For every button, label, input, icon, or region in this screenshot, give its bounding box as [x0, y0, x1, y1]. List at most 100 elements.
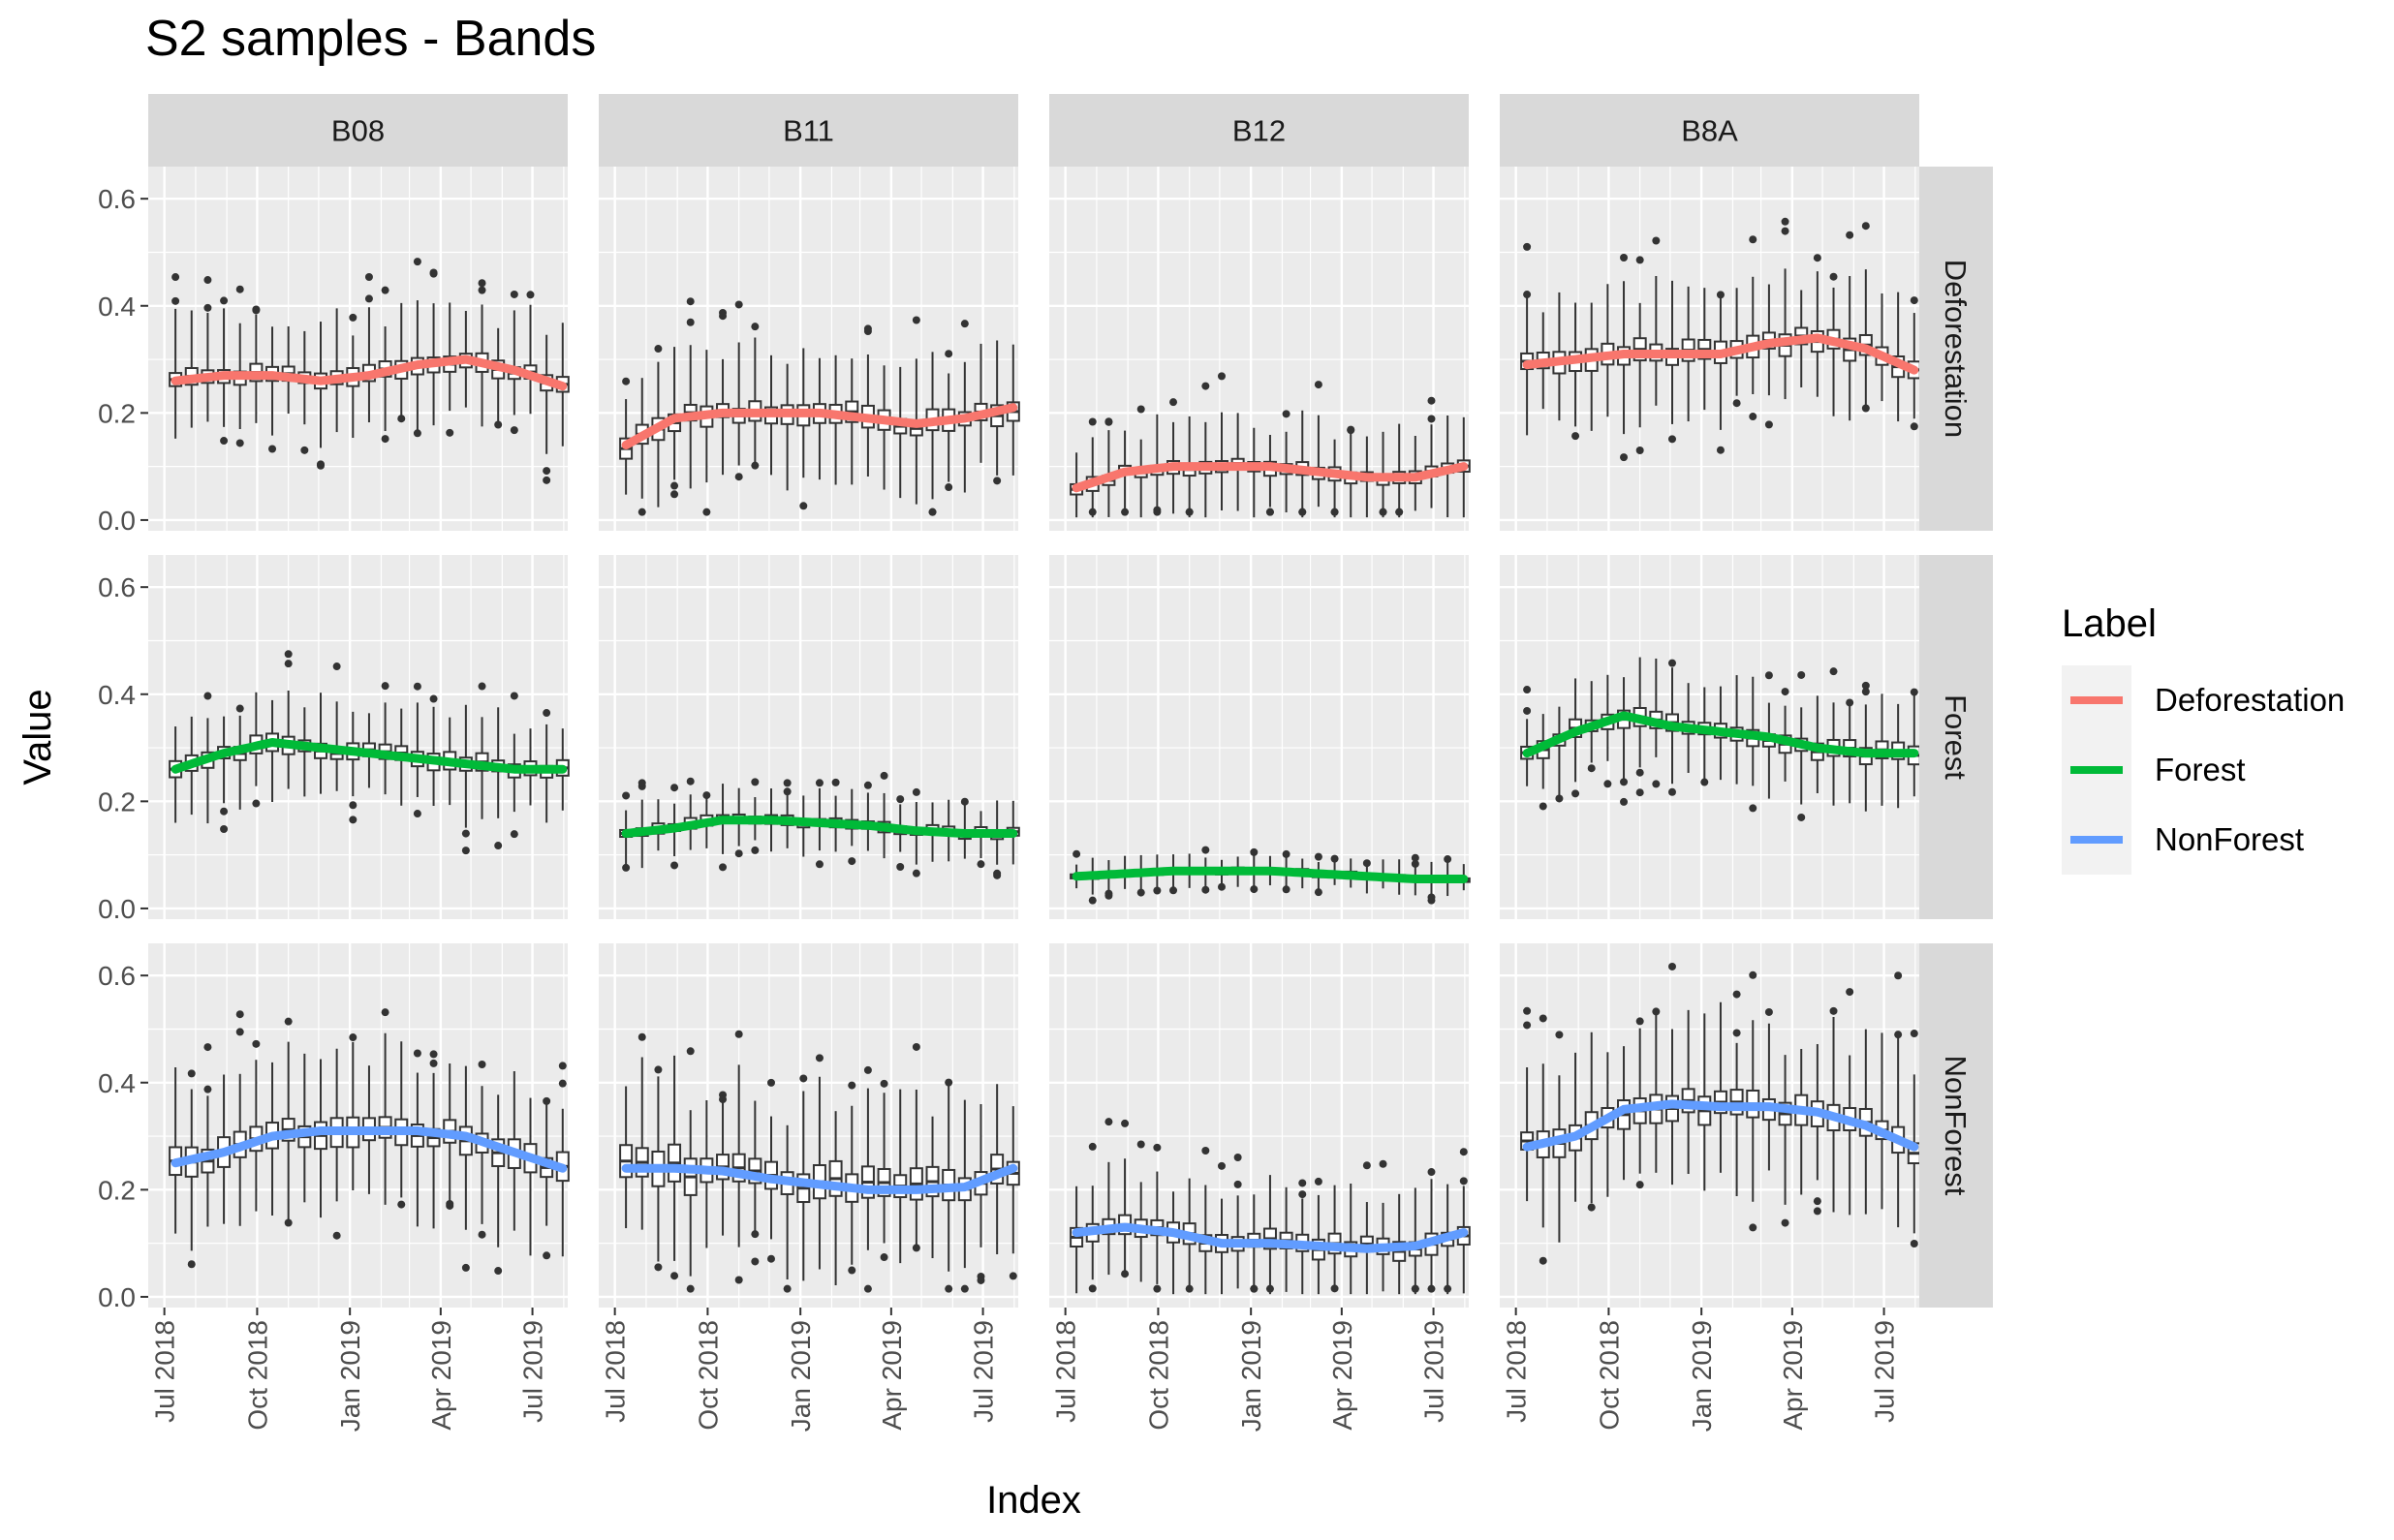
outlier-point	[670, 1272, 679, 1280]
outlier-point	[1427, 1168, 1436, 1177]
outlier-point	[1813, 254, 1821, 262]
outlier-point	[1781, 227, 1789, 235]
outlier-point	[766, 1078, 775, 1087]
outlier-point	[220, 296, 229, 305]
outlier-point	[171, 273, 180, 282]
outlier-point	[1781, 688, 1789, 696]
outlier-point	[429, 694, 438, 703]
outlier-point	[1136, 405, 1145, 414]
outlier-point	[831, 778, 840, 786]
x-tick-label: Apr 2019	[1778, 1320, 1808, 1431]
x-tick-label: Oct 2018	[693, 1320, 723, 1431]
outlier-point	[1233, 1180, 1242, 1188]
outlier-point	[252, 799, 261, 808]
outlier-point	[751, 1230, 760, 1239]
outlier-point	[1330, 854, 1339, 863]
outlier-point	[654, 345, 663, 354]
y-tick-label: 0.0	[98, 1282, 136, 1312]
outlier-point	[252, 306, 261, 315]
outlier-point	[1330, 1284, 1339, 1293]
outlier-point	[622, 863, 631, 872]
outlier-point	[1797, 813, 1806, 821]
outlier-point	[413, 1049, 421, 1058]
panel-b11-deforestation	[599, 167, 1020, 531]
outlier-point	[1861, 688, 1870, 696]
outlier-point	[1555, 794, 1564, 803]
panel-b08-nonforest	[148, 943, 570, 1308]
outlier-point	[1749, 413, 1757, 421]
outlier-point	[1201, 885, 1210, 894]
outlier-point	[1185, 1284, 1194, 1293]
outlier-point	[637, 1032, 646, 1041]
outlier-point	[863, 781, 872, 789]
outlier-point	[1395, 508, 1404, 516]
outlier-point	[912, 1244, 920, 1252]
outlier-point	[863, 1284, 872, 1293]
x-axis-title: Index	[986, 1479, 1081, 1522]
outlier-point	[734, 1276, 743, 1284]
x-tick-label: Apr 2019	[877, 1320, 907, 1431]
smooth-line-deforestation	[1072, 462, 1469, 493]
outlier-point	[478, 286, 486, 294]
smooth-line-nonforest	[1522, 1099, 1919, 1152]
strip-label-nonforest: NonForest	[1939, 1056, 1973, 1196]
outlier-point	[203, 1085, 212, 1093]
panel-b11-forest	[599, 555, 1020, 919]
outlier-point	[429, 268, 438, 277]
outlier-point	[1749, 970, 1757, 979]
smooth-line-forest	[171, 738, 568, 774]
outlier-point	[719, 312, 728, 321]
outlier-point	[1781, 217, 1789, 226]
x-tick-label: Jul 2019	[1870, 1320, 1900, 1423]
outlier-point	[1136, 888, 1145, 897]
y-tick-label: 0.2	[98, 786, 136, 816]
outlier-point	[993, 477, 1002, 485]
outlier-point	[446, 428, 454, 437]
outlier-point	[1121, 1119, 1130, 1127]
outlier-point	[1217, 1161, 1226, 1170]
smooth-line-nonforest	[171, 1126, 568, 1173]
outlier-point	[235, 704, 244, 713]
panel-background	[148, 555, 568, 919]
y-tick-label: 0.0	[98, 506, 136, 536]
outlier-point	[1732, 1029, 1741, 1037]
outlier-point	[1427, 1284, 1436, 1293]
outlier-point	[1169, 886, 1178, 895]
outlier-point	[622, 377, 631, 385]
outlier-point	[1667, 962, 1676, 970]
outlier-point	[478, 1230, 486, 1239]
outlier-point	[235, 439, 244, 447]
outlier-point	[1523, 291, 1532, 299]
outlier-point	[1829, 1006, 1838, 1015]
outlier-point	[848, 857, 856, 866]
outlier-point	[1427, 396, 1436, 405]
outlier-point	[1635, 256, 1644, 264]
outlier-point	[300, 446, 309, 454]
outlier-point	[429, 1059, 438, 1067]
panel-b12-nonforest	[1049, 943, 1471, 1308]
outlier-point	[1910, 1240, 1918, 1248]
strip-forest	[1919, 555, 1993, 919]
outlier-point	[1652, 1007, 1661, 1016]
panel-background	[1049, 555, 1469, 919]
outlier-point	[734, 300, 743, 309]
outlier-point	[1539, 1014, 1547, 1023]
outlier-point	[734, 849, 743, 858]
outlier-point	[960, 320, 969, 328]
outlier-point	[880, 1253, 888, 1262]
outlier-point	[413, 682, 421, 691]
y-tick-label: 0.6	[98, 572, 136, 602]
outlier-point	[1153, 506, 1162, 514]
x-tick-label: Oct 2018	[1594, 1320, 1624, 1431]
outlier-point	[381, 1008, 389, 1017]
outlier-point	[1330, 508, 1339, 516]
outlier-point	[863, 324, 872, 333]
outlier-point	[702, 508, 711, 516]
x-tick-label: Apr 2019	[426, 1320, 456, 1431]
outlier-point	[912, 869, 920, 878]
outlier-point	[1829, 272, 1838, 281]
outlier-point	[751, 323, 760, 331]
outlier-point	[526, 291, 535, 299]
outlier-point	[1282, 410, 1290, 418]
panel-b8a-nonforest	[1500, 943, 1921, 1308]
